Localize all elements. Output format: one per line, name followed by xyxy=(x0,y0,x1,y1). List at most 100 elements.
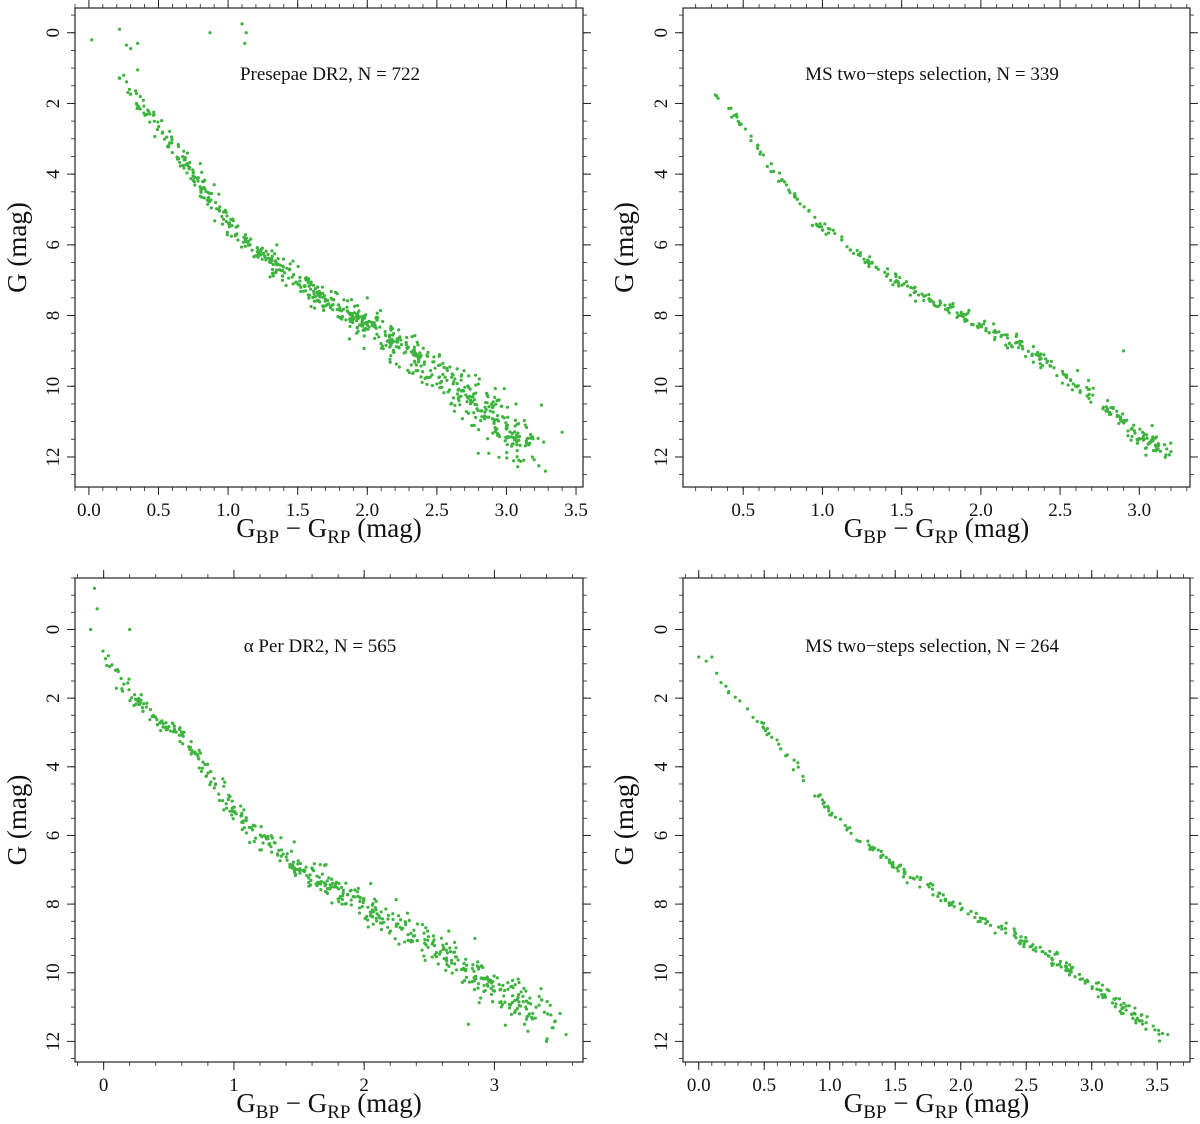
data-point xyxy=(1005,346,1010,350)
data-point xyxy=(120,687,124,691)
data-point xyxy=(242,826,246,830)
data-point xyxy=(236,238,240,242)
data-point xyxy=(296,862,300,866)
data-point xyxy=(392,350,396,355)
data-point xyxy=(1039,366,1043,370)
data-point xyxy=(987,331,991,335)
data-point xyxy=(311,295,315,300)
data-point xyxy=(117,27,122,31)
data-point xyxy=(1119,1003,1123,1007)
x-axis-label-main: G xyxy=(236,1088,256,1118)
data-point xyxy=(444,948,448,952)
data-point xyxy=(870,261,874,265)
data-point xyxy=(397,328,401,332)
data-point xyxy=(239,814,243,818)
data-point xyxy=(387,335,392,339)
data-point xyxy=(763,729,767,733)
data-point xyxy=(439,379,444,383)
data-point xyxy=(485,393,489,397)
data-point xyxy=(296,264,300,269)
data-point xyxy=(1010,345,1014,349)
data-point xyxy=(517,980,521,985)
data-point xyxy=(198,751,203,755)
data-point xyxy=(489,986,493,991)
data-point xyxy=(381,319,385,324)
data-point xyxy=(513,1011,517,1015)
data-point xyxy=(242,235,246,239)
data-point xyxy=(433,366,437,370)
data-point xyxy=(984,326,988,331)
data-point xyxy=(309,304,313,309)
data-point xyxy=(430,373,434,377)
data-point xyxy=(370,914,374,918)
data-point xyxy=(545,1037,549,1041)
data-point xyxy=(517,434,522,439)
data-point xyxy=(459,394,463,398)
data-point xyxy=(487,451,491,455)
data-point xyxy=(142,702,146,706)
data-point xyxy=(507,1006,512,1010)
data-point xyxy=(1133,431,1137,435)
data-point xyxy=(1042,353,1046,357)
data-point xyxy=(798,202,802,206)
data-point xyxy=(220,222,225,226)
data-point xyxy=(755,719,759,724)
y-axis-label: G (mag) xyxy=(609,775,639,866)
data-point xyxy=(464,975,468,979)
data-point xyxy=(943,307,948,311)
data-point xyxy=(473,402,477,407)
data-point xyxy=(867,843,871,847)
data-point xyxy=(833,815,838,819)
data-point xyxy=(483,410,487,414)
data-point xyxy=(377,335,381,339)
data-point xyxy=(316,290,321,295)
data-point xyxy=(826,231,831,235)
data-point xyxy=(1107,989,1111,993)
data-point xyxy=(743,127,747,131)
data-point xyxy=(1091,386,1095,390)
data-point xyxy=(1037,357,1042,361)
data-point xyxy=(1004,931,1008,935)
data-point xyxy=(521,1000,525,1004)
data-point xyxy=(516,439,520,443)
data-point xyxy=(208,31,212,35)
data-point xyxy=(900,283,904,287)
data-point xyxy=(192,175,196,179)
data-point xyxy=(823,222,827,226)
data-point xyxy=(1130,434,1134,439)
data-point xyxy=(345,299,350,303)
y-tick-label: 4 xyxy=(651,762,672,772)
data-point xyxy=(1145,436,1149,440)
data-point xyxy=(312,306,317,310)
data-point xyxy=(317,875,321,880)
data-point xyxy=(244,31,248,35)
data-point xyxy=(244,831,249,835)
data-point xyxy=(303,289,308,293)
data-point xyxy=(493,426,497,430)
data-point xyxy=(340,309,344,313)
data-point xyxy=(931,893,935,897)
data-point xyxy=(483,405,487,409)
x-axis-label-mid: − G xyxy=(887,513,935,543)
x-tick-label: 0.5 xyxy=(147,500,171,521)
data-point xyxy=(214,207,219,211)
data-point xyxy=(502,416,506,420)
data-point xyxy=(474,383,478,387)
data-point xyxy=(469,400,474,405)
data-point xyxy=(242,808,246,812)
data-point xyxy=(196,179,200,183)
data-point xyxy=(1144,1027,1148,1031)
data-point xyxy=(279,854,283,858)
data-point xyxy=(420,380,424,384)
x-tick-label: 2.5 xyxy=(1048,500,1072,521)
data-point xyxy=(272,252,277,256)
data-point xyxy=(522,986,526,991)
data-point xyxy=(450,961,454,965)
data-point xyxy=(229,234,234,238)
x-tick-label: 3 xyxy=(490,1075,500,1096)
x-axis-label-sub1: BP xyxy=(863,527,886,548)
data-point xyxy=(422,931,426,935)
data-point xyxy=(141,709,145,713)
data-point xyxy=(524,441,529,445)
data-point xyxy=(1163,443,1167,447)
